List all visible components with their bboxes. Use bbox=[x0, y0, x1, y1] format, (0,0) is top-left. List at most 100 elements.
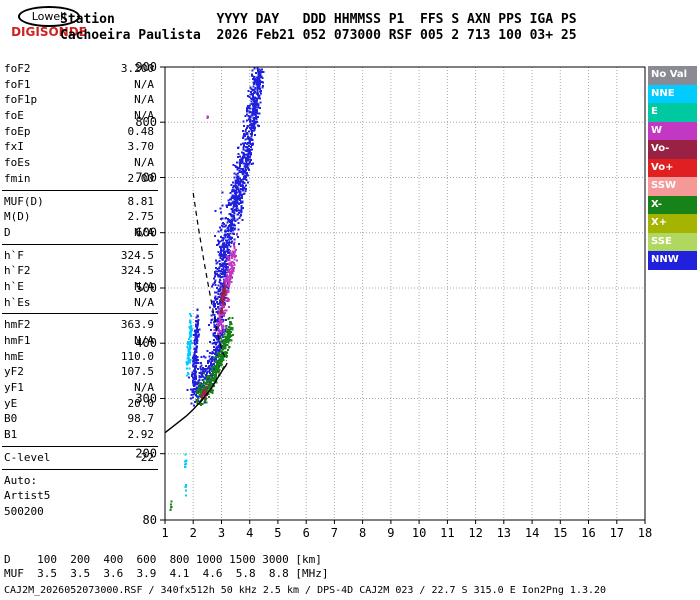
topside-model-dashed-curve bbox=[192, 192, 228, 362]
y-tick-label: 700 bbox=[135, 171, 157, 185]
param-value: N/A bbox=[134, 156, 154, 170]
station-header: Station YYYY DAY DDD HHMMSS P1 FFS S AXN… bbox=[60, 12, 577, 43]
param-row: B1 2.92 bbox=[2, 427, 158, 443]
param-label: fxI bbox=[4, 140, 24, 154]
param-value: N/A bbox=[134, 109, 154, 123]
param-row: yE 20.0 bbox=[2, 396, 158, 412]
x-tick-label: 13 bbox=[497, 526, 511, 540]
param-row: foF1 N/A bbox=[2, 77, 158, 93]
legend-item-nne: NNE bbox=[648, 84, 697, 103]
legend-item-vo+: Vo+ bbox=[648, 158, 697, 177]
param-value: 20.0 bbox=[127, 396, 155, 410]
trace-stray-w-dot bbox=[206, 115, 209, 119]
param-row: foEs N/A bbox=[2, 155, 158, 171]
x-tick-label: 14 bbox=[525, 526, 539, 540]
plot-border bbox=[164, 66, 646, 521]
lowell-logo-text: Lowell bbox=[17, 6, 81, 27]
d-muf-table: D 100 200 400 600 800 1000 1500 3000 [km… bbox=[4, 553, 329, 580]
param-row: h`F2 324.5 bbox=[2, 263, 158, 279]
param-group-divider bbox=[2, 243, 158, 245]
x-tick-label: 18 bbox=[638, 526, 652, 540]
param-row: MUF(D) 8.81 bbox=[2, 194, 158, 210]
y-tick-label: 200 bbox=[135, 447, 157, 461]
param-label: foE bbox=[4, 109, 24, 123]
direction-legend: No Val NNE E W Vo- Vo+ SSW X- X+ SSE NNW bbox=[648, 66, 697, 270]
digisonde-logo-text: DIGISONDE bbox=[11, 25, 87, 39]
param-group-divider bbox=[2, 445, 158, 447]
x-tick-label: 16 bbox=[581, 526, 595, 540]
param-label: h`Es bbox=[4, 295, 31, 309]
true-height-profile-curve bbox=[164, 362, 228, 434]
param-row: C-level 22 bbox=[2, 450, 158, 466]
param-value: 22 bbox=[140, 450, 154, 464]
legend-item-sse: SSE bbox=[648, 232, 697, 251]
param-label: foF1p bbox=[4, 93, 38, 107]
x-tick-label: 7 bbox=[331, 526, 338, 540]
y-tick-label: 500 bbox=[135, 281, 157, 295]
param-label: foEs bbox=[4, 156, 31, 170]
legend-item-vo-: Vo- bbox=[648, 140, 697, 159]
x-tick-label: 3 bbox=[218, 526, 225, 540]
param-value: N/A bbox=[134, 295, 154, 309]
lowell-digisonde-logo: Lowell DIGISONDE bbox=[6, 5, 92, 39]
param-value: 8.81 bbox=[127, 194, 155, 208]
x-tick-label: 5 bbox=[274, 526, 281, 540]
param-row: foF1p N/A bbox=[2, 92, 158, 108]
param-value: 110.0 bbox=[120, 349, 154, 363]
param-group-divider bbox=[2, 189, 158, 191]
param-label: foF1 bbox=[4, 77, 31, 91]
x-tick-label: 17 bbox=[610, 526, 624, 540]
param-row: hmE 110.0 bbox=[2, 349, 158, 365]
param-label: C-level bbox=[4, 450, 51, 464]
param-value: 3.200 bbox=[120, 62, 154, 75]
param-label: fmin bbox=[4, 171, 31, 185]
legend-item-e: E bbox=[648, 103, 697, 122]
param-value: 2.00 bbox=[127, 171, 155, 185]
legend-item-ssw: SSW bbox=[648, 177, 697, 196]
x-tick-label: 9 bbox=[387, 526, 394, 540]
param-label: foEp bbox=[4, 124, 31, 138]
param-row: M(D) 2.75 bbox=[2, 209, 158, 225]
param-label: hmE bbox=[4, 349, 24, 363]
file-info-line: CAJ2M_2026052073000.RSF / 340fx512h 50 k… bbox=[4, 585, 607, 596]
param-value: N/A bbox=[134, 334, 154, 347]
param-label: foF2 bbox=[4, 62, 31, 75]
trace-nne-low-echo-2 bbox=[184, 484, 188, 497]
legend-item-w: W bbox=[648, 121, 697, 140]
trace-f-trace-second-strand-nnw bbox=[233, 68, 265, 246]
param-row: hmF1 N/A bbox=[2, 333, 158, 349]
trace-vo-minus-mid bbox=[219, 283, 227, 314]
param-row: Artist5 bbox=[2, 488, 158, 504]
legend-item-x+: X+ bbox=[648, 214, 697, 233]
param-value: 2.92 bbox=[127, 428, 155, 442]
param-row: yF1 N/A bbox=[2, 380, 158, 396]
param-row: yF2 107.5 bbox=[2, 364, 158, 380]
y-tick-label: 600 bbox=[135, 226, 157, 240]
parameter-panel: foF2 3.200 foF1 N/A foF1p N/A foE N/A foEp 0.48 fx… bbox=[2, 61, 158, 520]
param-value: 3.70 bbox=[127, 140, 155, 154]
param-label: yE bbox=[4, 396, 18, 410]
param-value: 363.9 bbox=[120, 318, 154, 332]
param-row: Auto: bbox=[2, 473, 158, 489]
param-row: hmF2 363.9 bbox=[2, 317, 158, 333]
param-label: yF2 bbox=[4, 365, 24, 379]
param-value: N/A bbox=[134, 279, 154, 293]
y-tick-label: 800 bbox=[135, 115, 157, 129]
param-label: B1 bbox=[4, 428, 18, 442]
param-value: 0.48 bbox=[127, 124, 155, 138]
param-label: h`E bbox=[4, 279, 24, 293]
param-value: 2.75 bbox=[127, 210, 155, 224]
param-label: Artist5 bbox=[4, 489, 51, 503]
param-row: 500200 bbox=[2, 504, 158, 520]
param-label: MUF(D) bbox=[4, 194, 44, 208]
param-row: foE N/A bbox=[2, 108, 158, 124]
trace-left-strip-nnw bbox=[191, 308, 201, 399]
x-tick-label: 4 bbox=[246, 526, 253, 540]
param-row: foF2 3.200 bbox=[2, 61, 158, 77]
legend-item-no-val: No Val bbox=[648, 66, 697, 85]
y-tick-label: 80 bbox=[143, 513, 157, 527]
x-tick-label: 10 bbox=[412, 526, 426, 540]
param-label: hmF1 bbox=[4, 334, 31, 347]
y-tick-label: 400 bbox=[135, 336, 157, 350]
